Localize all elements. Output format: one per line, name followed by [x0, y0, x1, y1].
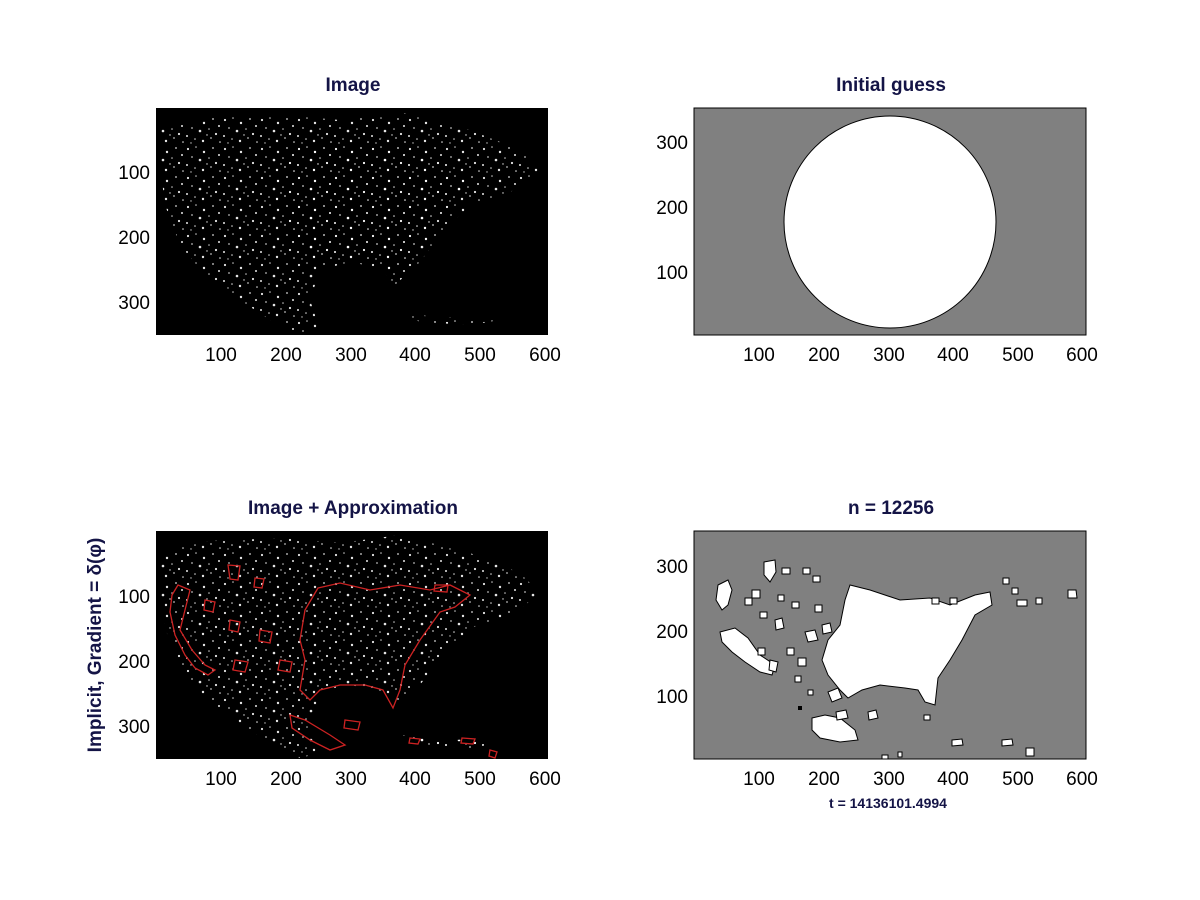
xtick-label: 300 [335, 769, 367, 790]
xtick-label: 300 [873, 345, 905, 366]
ytick-label: 200 [656, 198, 688, 219]
xtick-label: 100 [205, 769, 237, 790]
xtick-label: 400 [399, 345, 431, 366]
xtick-label: 200 [270, 769, 302, 790]
initial-circle [783, 115, 997, 329]
xtick-label: 500 [464, 769, 496, 790]
small-dark-region [798, 706, 802, 710]
panel-level-set-title: n = 12256 [848, 498, 934, 519]
panel-level-set-xticks: 100 200 300 400 500 600 [743, 769, 1098, 790]
panel-image-approximation-yticks: 100 200 300 [118, 587, 150, 738]
panel-image-approximation: Image + Approximation Implicit, Gradient… [85, 498, 561, 790]
xtick-label: 100 [205, 345, 237, 366]
ytick-label: 100 [656, 687, 688, 708]
panel-image: Image 100 200 300 100 200 300 400 500 60… [118, 75, 561, 366]
ytick-label: 300 [656, 557, 688, 578]
ytick-label: 200 [656, 622, 688, 643]
xtick-label: 200 [270, 345, 302, 366]
xtick-label: 400 [937, 769, 969, 790]
ytick-label: 300 [118, 717, 150, 738]
xtick-label: 300 [335, 345, 367, 366]
panel-initial-guess-xticks: 100 200 300 400 500 600 [743, 345, 1098, 366]
panel-level-set-yticks: 300 200 100 [656, 557, 688, 708]
panel-image-yticks: 100 200 300 [118, 163, 150, 314]
xtick-label: 600 [529, 769, 561, 790]
xtick-label: 100 [743, 345, 775, 366]
ytick-label: 100 [656, 263, 688, 284]
xtick-label: 500 [1002, 345, 1034, 366]
panel-image-approximation-title: Image + Approximation [248, 498, 458, 519]
xtick-label: 500 [464, 345, 496, 366]
ytick-label: 200 [118, 652, 150, 673]
xtick-label: 600 [1066, 769, 1098, 790]
xtick-label: 400 [399, 769, 431, 790]
xtick-label: 400 [937, 345, 969, 366]
ytick-label: 100 [118, 587, 150, 608]
xtick-label: 600 [1066, 345, 1098, 366]
xtick-label: 500 [1002, 769, 1034, 790]
panel-image-approximation-xticks: 100 200 300 400 500 600 [205, 769, 561, 790]
night-lights-map [160, 535, 540, 758]
ytick-label: 100 [118, 163, 150, 184]
xtick-label: 100 [743, 769, 775, 790]
panel-initial-guess-title: Initial guess [836, 75, 946, 96]
panel-initial-guess: Initial guess 300 200 100 100 200 300 40… [656, 75, 1098, 366]
xtick-label: 600 [529, 345, 561, 366]
panel-level-set: n = 12256 [656, 498, 1098, 811]
xtick-label: 200 [808, 769, 840, 790]
night-lights-map [160, 112, 540, 335]
panel-image-xticks: 100 200 300 400 500 600 [205, 345, 561, 366]
panel-initial-guess-yticks: 300 200 100 [656, 133, 688, 284]
figure-ylabel: Implicit, Gradient = δ(φ) [85, 538, 106, 753]
approximation-contour [169, 564, 498, 759]
xtick-label: 200 [808, 345, 840, 366]
panel-image-title: Image [326, 75, 381, 96]
time-label: t = 14136101.4994 [829, 795, 947, 811]
ytick-label: 300 [656, 133, 688, 154]
ytick-label: 200 [118, 228, 150, 249]
xtick-label: 300 [873, 769, 905, 790]
segmented-regions [715, 559, 1078, 759]
ytick-label: 300 [118, 293, 150, 314]
